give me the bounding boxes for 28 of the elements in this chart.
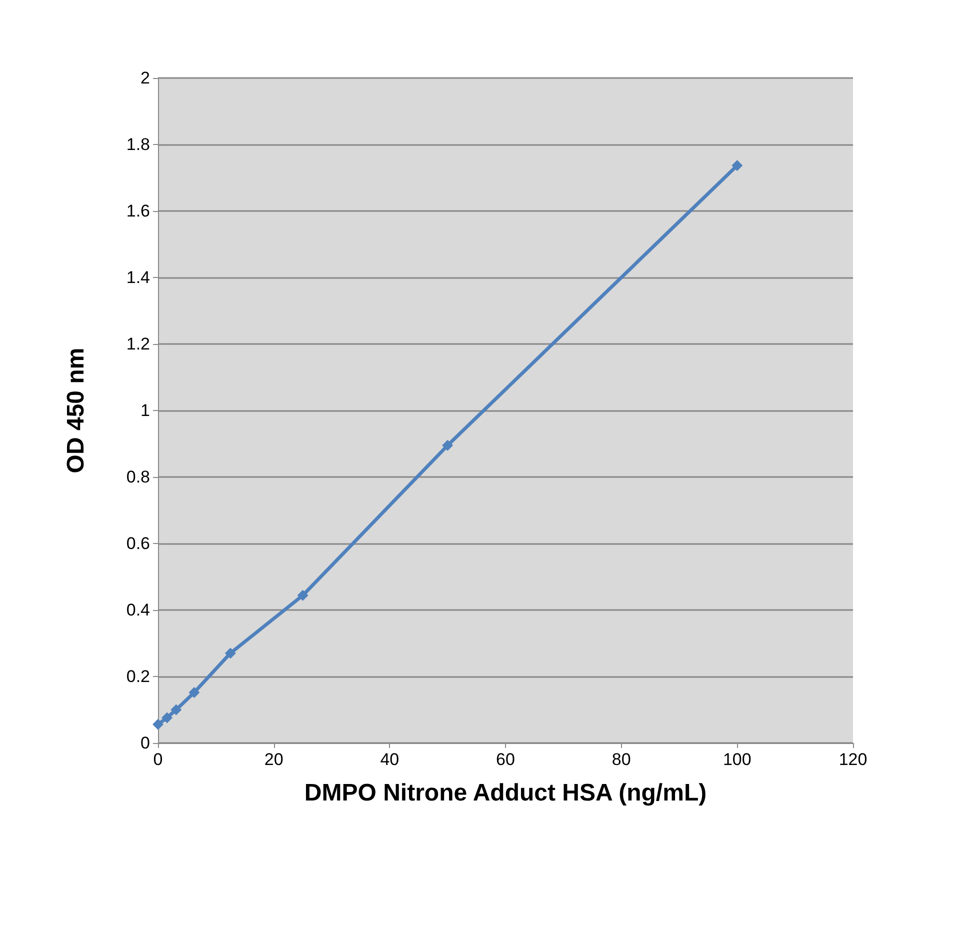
x-tick-label: 20 [264, 750, 284, 769]
point [170, 704, 182, 716]
point [442, 440, 454, 451]
x-tick-label: 120 [838, 750, 868, 769]
point [152, 718, 164, 730]
y-tick-label: 0.8 [126, 468, 150, 486]
y-tick-label: 0.4 [126, 600, 150, 620]
point [224, 648, 236, 659]
y-axis-title: OD 450 nm [62, 348, 90, 474]
y-tick-label: 0.2 [126, 667, 150, 686]
point [297, 590, 308, 601]
x-tick-label: 80 [612, 750, 631, 769]
point [732, 160, 743, 171]
x-tick-label: 60 [496, 750, 515, 769]
y-tick-label: 2 [140, 68, 150, 88]
y-tick-label: 1.2 [126, 334, 150, 354]
x-axis-title: DMPO Nitrone Adduct HSA (ng/mL) [304, 780, 707, 806]
y-tick-label: 1.6 [126, 202, 150, 220]
y-tick-label: 1.4 [126, 268, 150, 287]
y-tick-label: 0 [140, 734, 150, 752]
y-tick-label: 1.8 [126, 135, 150, 154]
point [188, 686, 200, 698]
y-tick-label: 1 [140, 401, 150, 420]
x-tick-label: 40 [380, 750, 400, 769]
x-tick-label: 100 [722, 750, 752, 769]
point [162, 712, 173, 724]
x-tick-label: 0 [153, 750, 163, 769]
y-tick-label: 0.6 [126, 534, 150, 553]
